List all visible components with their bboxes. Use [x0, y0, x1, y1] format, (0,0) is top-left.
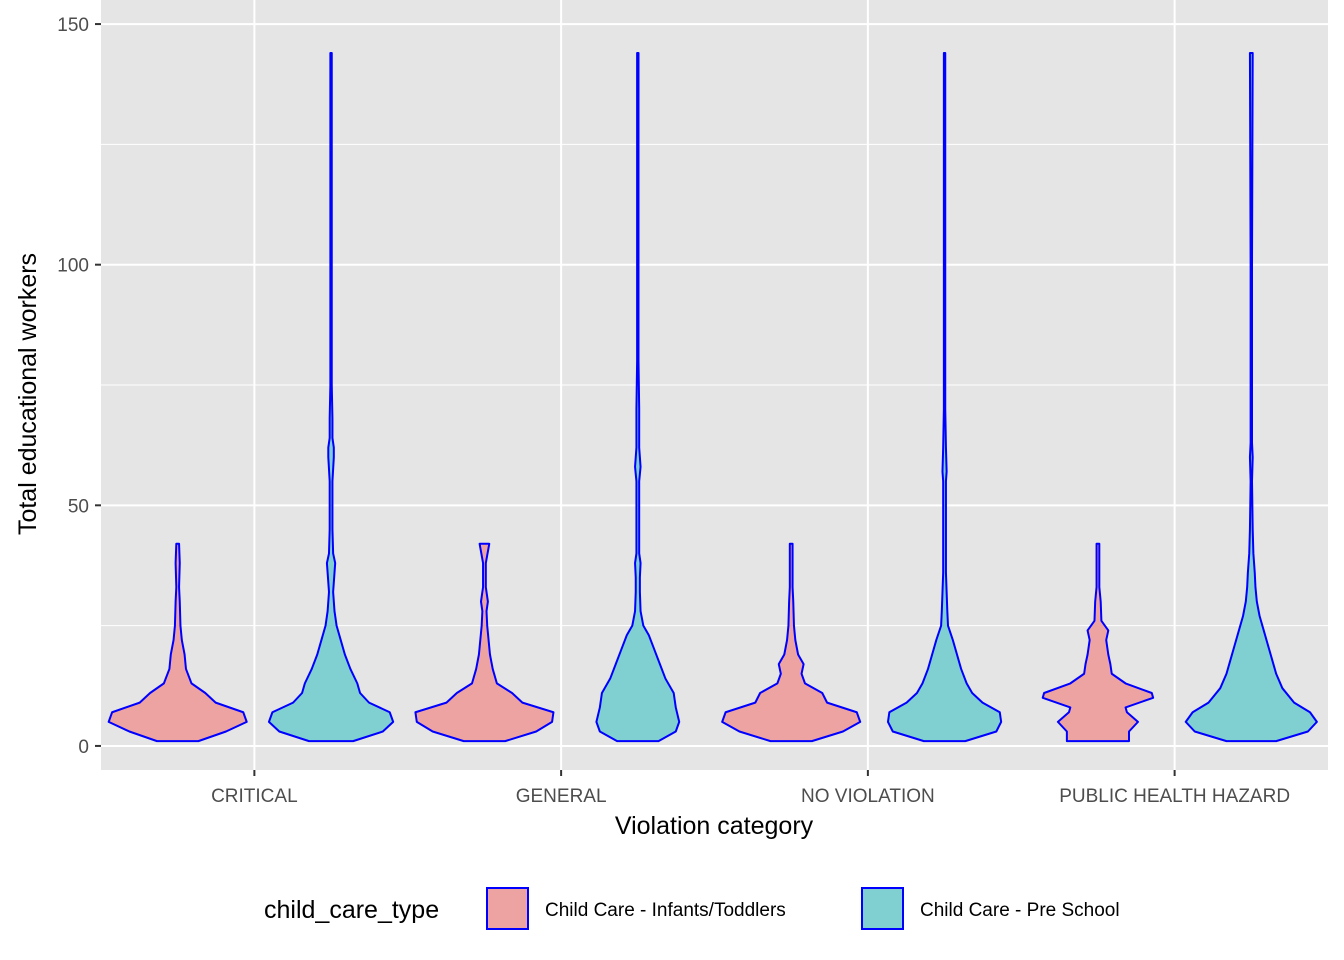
y-axis: 0 50 100 150	[57, 15, 101, 758]
minor-gridlines	[101, 143, 1328, 627]
x-axis-title: Violation category	[615, 812, 814, 840]
x-axis: CRITICAL GENERAL NO VIOLATION PUBLIC HEALTH…	[211, 770, 1290, 807]
y-tick-label: 150	[57, 15, 89, 36]
x-tick-label: NO VIOLATION	[801, 786, 935, 807]
violin-pre-school-critical	[267, 51, 395, 743]
x-tick-label: PUBLIC HEALTH HAZARD	[1059, 786, 1290, 807]
violin-pre-school-no-violation	[886, 51, 1003, 743]
x-tick-label: GENERAL	[516, 786, 607, 807]
legend: child_care_type Child Care - Infants/Tod…	[264, 887, 1120, 930]
y-axis-title: Total educational workers	[14, 253, 42, 535]
legend-title: child_care_type	[264, 896, 439, 924]
legend-key-pre-school	[861, 887, 904, 930]
legend-key-infants-toddlers	[486, 887, 529, 930]
violins	[107, 51, 1318, 743]
violin-infants-toddlers-no-violation	[721, 542, 862, 743]
y-tick-label: 0	[78, 737, 89, 758]
violin-infants-toddlers-general	[414, 542, 555, 743]
legend-label-infants-toddlers: Child Care - Infants/Toddlers	[545, 900, 786, 921]
violin-pre-school-public-health-hazard	[1184, 51, 1318, 743]
violin-pre-school-general	[595, 51, 681, 743]
violin-infants-toddlers-critical	[107, 542, 248, 743]
major-gridlines	[101, 0, 1328, 770]
y-tick-label: 50	[68, 496, 89, 517]
y-tick-label: 100	[57, 256, 89, 277]
x-tick-label: CRITICAL	[211, 786, 298, 807]
legend-label-pre-school: Child Care - Pre School	[920, 900, 1120, 921]
violin-infants-toddlers-public-health-hazard	[1041, 542, 1155, 743]
